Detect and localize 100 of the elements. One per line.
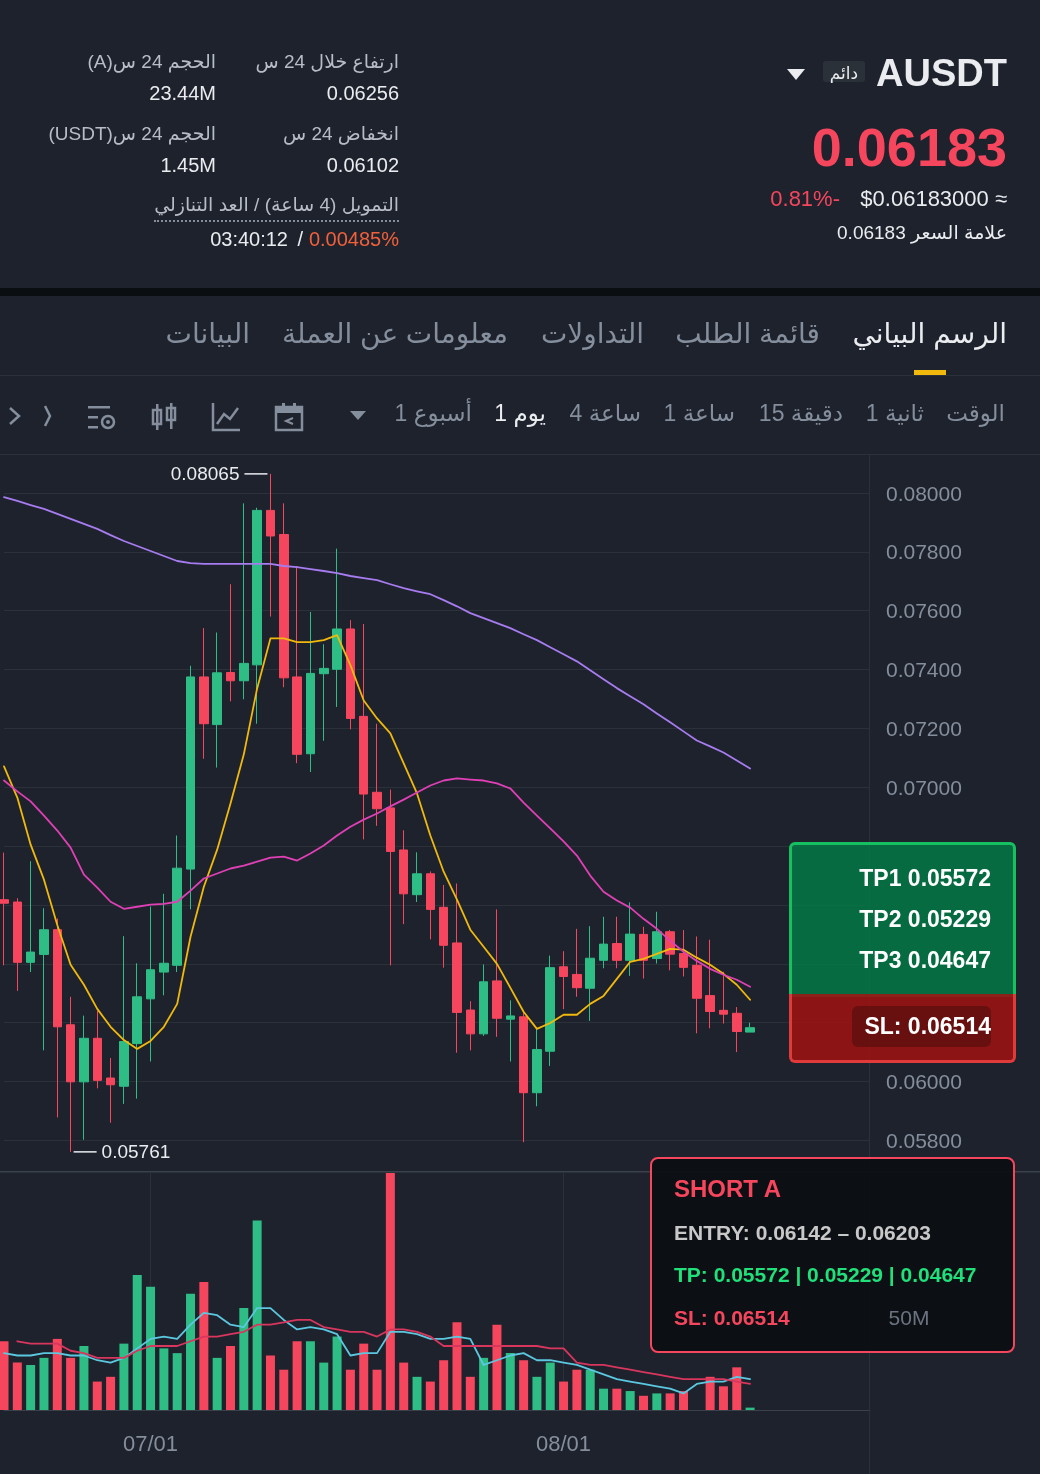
text: 0.06256 (326, 82, 399, 104)
text: الوقت (946, 400, 1005, 426)
bar (479, 1357, 489, 1410)
candlestick (332, 548, 342, 708)
candlestick (26, 860, 35, 973)
candlestick (639, 926, 648, 980)
candlestick (319, 643, 329, 742)
candlestick (39, 907, 49, 1051)
text: قائمة الطلب (675, 318, 820, 349)
text: الرسم البياني (852, 318, 1007, 349)
x-tick-label: 08/01 (536, 1430, 592, 1456)
y-tick-label: 0.06000 (886, 1070, 962, 1094)
candlestick (292, 565, 302, 764)
line-series (3, 634, 751, 1050)
candlestick (106, 1057, 115, 1124)
bar (545, 1362, 555, 1410)
candlestick (452, 883, 462, 1054)
candlestick (386, 789, 395, 966)
text: AUSDT (876, 52, 1007, 94)
text: 03:40:12 (210, 228, 288, 250)
annotation: SHORT A (674, 1175, 782, 1202)
candlestick (66, 996, 75, 1153)
candlestick (199, 627, 209, 760)
candlestick (399, 829, 408, 925)
text: 23.44M (149, 82, 216, 104)
text: 1 ساعة (663, 400, 735, 426)
text: علامة السعر 0.06183 (837, 222, 1007, 243)
candlestick (0, 852, 9, 966)
candlestick (146, 905, 155, 1063)
candlestick (466, 1000, 475, 1051)
bar (239, 1308, 249, 1410)
bar (399, 1362, 409, 1410)
candlestick (599, 916, 608, 969)
bar (132, 1274, 142, 1410)
candlestick (13, 897, 22, 992)
bar (252, 1220, 262, 1410)
candlestick (119, 935, 129, 1105)
bar (359, 1343, 369, 1410)
candlestick (532, 1027, 542, 1107)
y-tick-label: 0.07400 (886, 658, 962, 682)
bar (439, 1360, 449, 1410)
bar (718, 1386, 728, 1410)
text: الحجم 24 س(A) (87, 51, 216, 72)
bar (532, 1376, 542, 1410)
text: 4 ساعة (569, 400, 641, 426)
bar (39, 1357, 49, 1410)
text: / (297, 228, 303, 250)
y-tick-label: 0.08000 (886, 481, 962, 505)
bar (465, 1376, 475, 1410)
candlestick (492, 908, 502, 1038)
bar (585, 1369, 595, 1410)
text: انخفاض 24 س (282, 123, 399, 144)
bar (225, 1346, 235, 1410)
y-tick-label: 0.07200 (886, 716, 962, 740)
bar (572, 1369, 582, 1410)
candlestick (479, 963, 488, 1037)
candlestick (159, 893, 169, 996)
y-tick-label: 0.07600 (886, 599, 962, 623)
bar (625, 1391, 635, 1410)
bar (492, 1324, 502, 1410)
candlestick (53, 918, 62, 1118)
candlestick (745, 1022, 755, 1033)
candlestick (705, 939, 715, 1029)
bar (12, 1362, 22, 1410)
candlestick (346, 619, 355, 730)
bar (172, 1353, 182, 1410)
text: 50M (887, 1306, 931, 1329)
candlestick (572, 928, 582, 998)
bar (559, 1381, 569, 1410)
bar (732, 1367, 742, 1410)
candlestick (426, 870, 435, 940)
bar (106, 1376, 116, 1410)
text: 0.00485% (308, 228, 399, 250)
candlestick (252, 507, 262, 725)
bar (332, 1336, 342, 1410)
annotation: SL: 0.06514 (674, 1306, 790, 1329)
text: 1.45M (160, 154, 216, 176)
bar (305, 1341, 315, 1410)
candlestick (212, 632, 222, 769)
tp-sl-panel: TP1 0.05572 TP2 0.05229 TP3 0.04647 SL: 0.06514 (789, 842, 1016, 1066)
text: التداولات (540, 318, 644, 349)
text: 15 دقيقة (758, 400, 843, 426)
candlestick (266, 473, 275, 618)
candlestick (719, 971, 728, 1025)
candlestick (679, 929, 688, 977)
candlestick (279, 502, 289, 688)
text: 0.06183 (811, 117, 1007, 177)
candlestick (506, 999, 515, 1063)
candlestick (239, 502, 249, 700)
bar (66, 1357, 76, 1410)
text: دائم (822, 61, 865, 83)
annotation: TP: 0.05572 | 0.05229 | 0.04647 (674, 1263, 977, 1286)
text: 1 ثانية (865, 400, 924, 426)
candlestick (186, 665, 195, 910)
bar (119, 1343, 129, 1410)
bar (345, 1369, 355, 1410)
candlestick (93, 1010, 102, 1089)
text: 1 يوم (494, 400, 546, 426)
candlestick (226, 583, 235, 702)
candlestick (359, 623, 368, 840)
